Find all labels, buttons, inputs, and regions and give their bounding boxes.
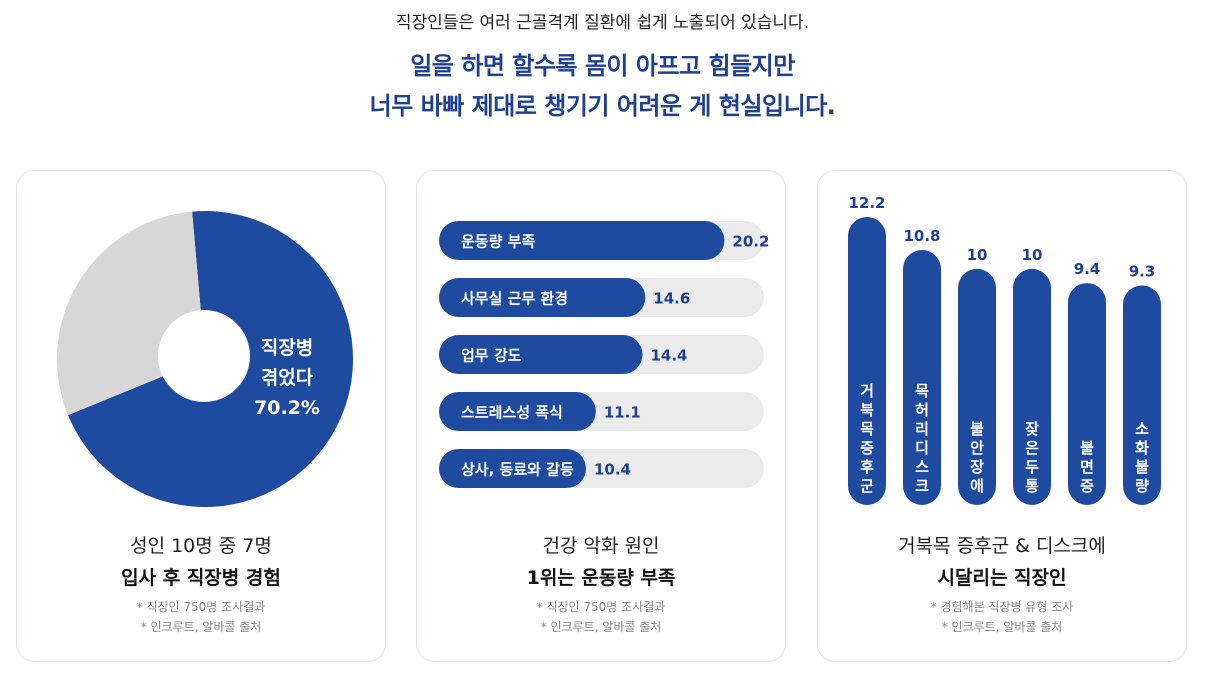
card-pie: 직장병 겪었다 70.2% 성인 10명 중 7명 입사 후 직장병 경험 * … [16,170,386,662]
card-note: * 경험해본 직장병 유형 조사 [930,600,1074,614]
vbar [1013,268,1051,505]
hbar-chart: 운동량 부족 20.2 사무실 근무 환경 14.6 업무 강도 14.4 스트레스성 폭식… [439,221,769,488]
vbar-value-label: 10 [1022,246,1043,264]
card-note: * 인크루트, 알바콜 출처 [140,620,262,634]
card-hbar: 운동량 부족 20.2 사무실 근무 환경 14.6 업무 강도 14.4 스트레스성 폭식… [416,170,786,662]
card-caption-bold: 시달리는 직장인 [937,567,1067,589]
page-headline: 일을 하면 할수록 몸이 아프고 힘들지만 너무 바빠 제대로 챙기기 어려운 … [0,46,1205,126]
card-caption-bold: 입사 후 직장병 경험 [121,567,281,589]
hbar-category-label: 스트레스성 폭식 [461,404,563,422]
vbar-value-label: 10.8 [903,227,940,245]
hbar [439,221,725,260]
vbar [958,268,996,505]
hbar [439,278,646,317]
vbar-value-label: 12.2 [848,194,885,212]
card-caption-bold: 1위는 운동량 부족 [526,567,676,589]
card-note: * 직장인 750명 조사결과 [136,600,266,614]
vbar-value-label: 9.3 [1129,262,1156,280]
pie-label: 직장병 겪었다 70.2% [247,333,327,423]
hbar-category-label: 상사, 동료와 갈등 [461,461,574,479]
page-subtitle: 직장인들은 여러 근골격계 질환에 쉽게 노출되어 있습니다. [395,13,810,33]
headline-line-1: 일을 하면 할수록 몸이 아프고 힘들지만 [410,52,795,80]
headline-line-2: 너무 바빠 제대로 챙기기 어려운 게 현실입니다. [369,92,836,120]
hbar-value-label: 11.1 [604,404,641,422]
pie-label-line-1: 직장병 [260,337,314,359]
vbar [903,250,941,505]
vbar-value-label: 10 [967,246,988,264]
hbar [439,335,643,374]
card-caption: 성인 10명 중 7명 [130,535,272,557]
vbar [1123,285,1161,505]
hbar-category-label: 운동량 부족 [461,233,535,251]
card-vbar: 12.2 거 북 목 증 후 군 10.8 목 허 리 디 스 크 10 불 안 장 애 10 잦 은 두 통 9.4 불 면 증 9.… [817,170,1187,662]
hbar [439,449,586,488]
hbar-value-label: 10.4 [594,461,631,479]
hbar [439,392,596,431]
vbar [848,217,886,505]
pie-chart [57,211,353,508]
vbar-chart: 12.2 거 북 목 증 후 군 10.8 목 허 리 디 스 크 10 불 안 장 애 10 잦 은 두 통 9.4 불 면 증 9.… [848,194,1161,505]
hbar-category-label: 업무 강도 [461,347,522,365]
card-caption: 건강 악화 원인 [542,535,660,557]
pie-hole [158,310,250,402]
card-note: * 직장인 750명 조사결과 [536,600,666,614]
vbar-value-label: 9.4 [1074,260,1101,278]
card-note: * 인크루트, 알바콜 출처 [540,620,662,634]
hbar-category-label: 사무실 근무 환경 [461,290,568,308]
card-note: * 인크루트, 알바콜 출처 [941,620,1063,634]
hbar-value-label: 14.6 [653,290,690,308]
pie-label-line-2: 겪었다 [260,367,314,389]
card-caption: 거북목 증후군 & 디스크에 [898,535,1106,557]
vbar [1068,283,1106,505]
hbar-value-label: 14.4 [650,347,687,365]
hbar-value-label: 20.2 [732,233,769,251]
pie-label-value: 70.2% [254,397,320,419]
